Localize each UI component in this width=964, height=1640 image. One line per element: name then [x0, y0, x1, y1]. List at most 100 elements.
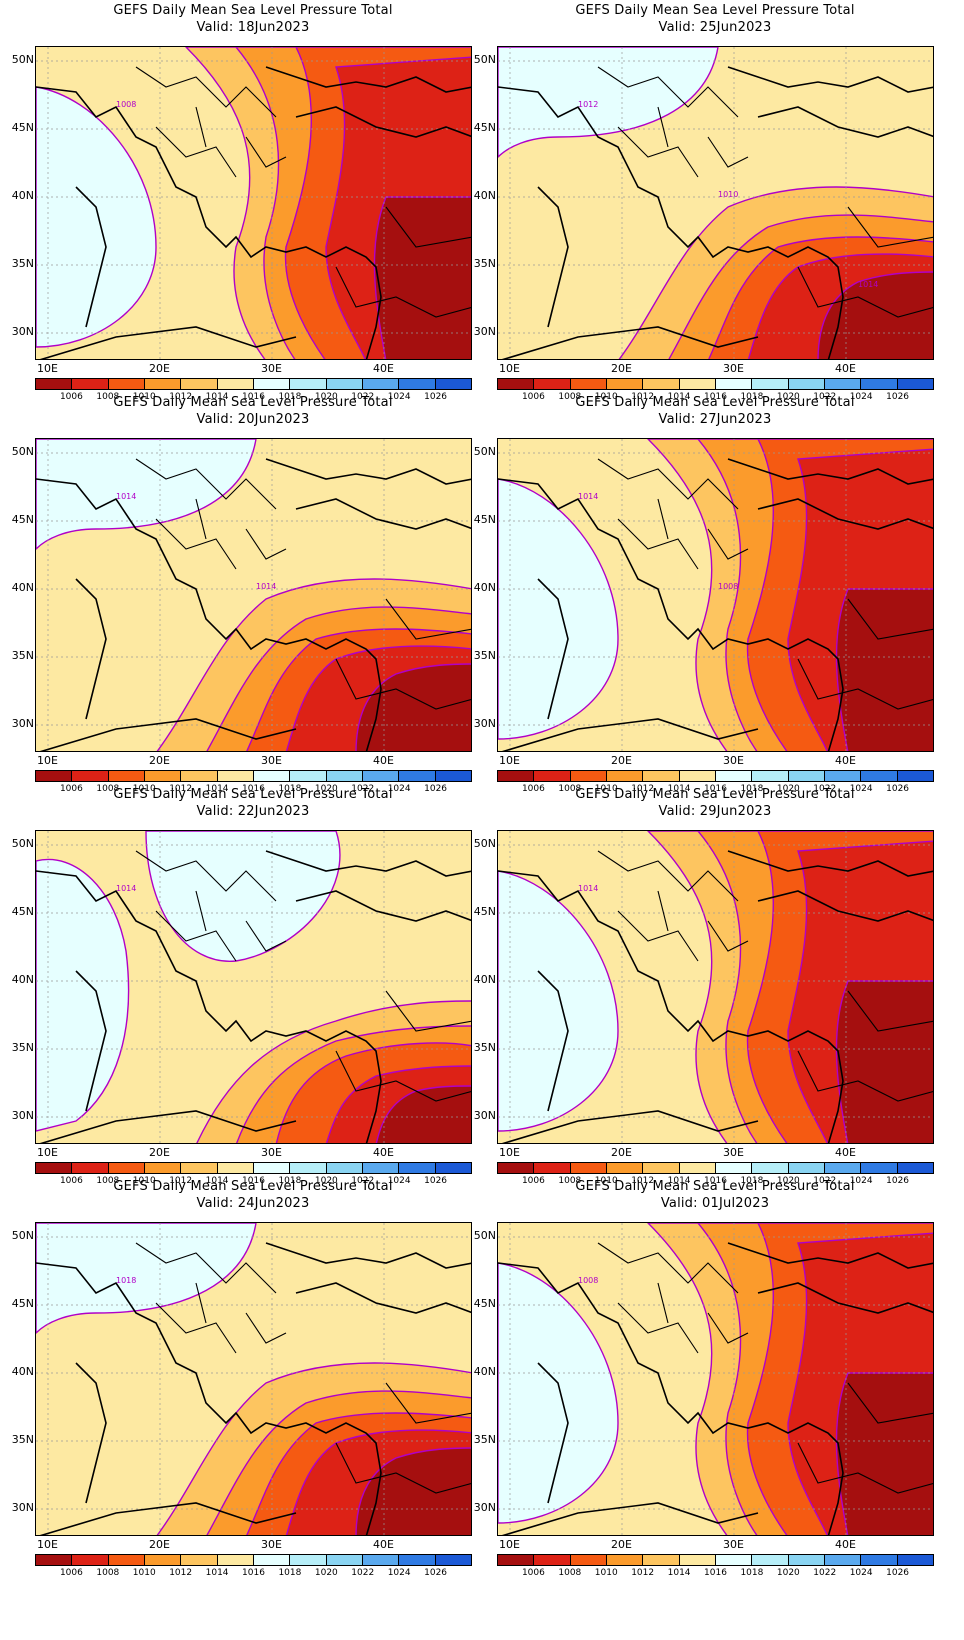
latitude-label: 45N [11, 121, 34, 134]
latitude-label: 40N [473, 973, 496, 986]
longitude-label: 20E [611, 1146, 632, 1159]
pressure-contour-region [835, 1372, 933, 1535]
country-borders [135, 850, 471, 1102]
panel-title: GEFS Daily Mean Sea Level Pressure Total [113, 3, 393, 18]
colorbar-segment [144, 379, 182, 389]
colorbar-label: 1018 [740, 784, 764, 794]
country-borders [597, 1242, 933, 1494]
colorbar-segment [181, 1555, 218, 1565]
colorbar-segment [108, 771, 145, 781]
colorbar [35, 1162, 472, 1174]
colorbar-segment [144, 1163, 182, 1173]
latitude-label: 45N [473, 513, 496, 526]
colorbar-segment [399, 771, 436, 781]
colorbar-label: 1016 [242, 1176, 265, 1186]
colorbar-segment [570, 1163, 607, 1173]
colorbar-label: 1018 [740, 1568, 764, 1578]
country-borders [135, 458, 471, 710]
latitude-label: 35N [473, 1433, 496, 1446]
colorbar-segment [752, 771, 789, 781]
map-panel: GEFS Daily Mean Sea Level Pressure Total… [0, 0, 472, 408]
colorbar-segment [435, 1163, 471, 1173]
pressure-map: 1018 [35, 1222, 472, 1536]
latitude-label: 50N [11, 53, 34, 66]
coastline [498, 1242, 933, 1535]
colorbar-segment [399, 1163, 436, 1173]
colorbar-label: 1026 [424, 1176, 448, 1186]
colorbar-label: 1020 [776, 784, 800, 794]
colorbar-segment [290, 379, 327, 389]
map-canvas: 1012 1010 1014 [498, 47, 933, 359]
country-borders [597, 850, 933, 1102]
colorbar-segment [253, 379, 291, 389]
colorbar-label: 1010 [594, 1568, 618, 1578]
colorbar-segment [606, 379, 644, 389]
colorbar-label: 1014 [667, 1176, 691, 1186]
colorbar [497, 1554, 934, 1566]
colorbar-segment [643, 1555, 680, 1565]
colorbar-label: 1020 [776, 1568, 800, 1578]
panel-valid-date: Valid: 25Jun2023 [658, 20, 772, 35]
colorbar-segment [715, 1555, 753, 1565]
colorbar-label: 1006 [521, 1568, 545, 1578]
colorbar-label: 1006 [521, 392, 545, 402]
colorbar-segment [253, 771, 291, 781]
colorbar-segment [217, 1163, 254, 1173]
pressure-map: 1014 [35, 830, 472, 1144]
colorbar-label: 1008 [96, 784, 120, 794]
colorbar-label: 1014 [205, 392, 229, 402]
pressure-contour-region [355, 663, 471, 751]
longitude-label: 10E [499, 362, 520, 375]
colorbar-segment [72, 1555, 109, 1565]
colorbar-label: 1010 [594, 784, 618, 794]
colorbar-segment [897, 1163, 933, 1173]
latitude-label: 45N [11, 513, 34, 526]
colorbar [497, 378, 934, 390]
colorbar-label: 1024 [849, 392, 873, 402]
colorbar-label: 1026 [424, 784, 448, 794]
coastline [36, 66, 471, 359]
colorbar-segment [824, 1163, 862, 1173]
colorbar-segment [217, 379, 254, 389]
pressure-map: 1014 [497, 830, 934, 1144]
pressure-contour-region [145, 831, 341, 962]
colorbar-segment [788, 1555, 825, 1565]
latitude-label: 35N [11, 1041, 34, 1054]
colorbar-segment [897, 379, 933, 389]
contour-label: 1008 [718, 582, 738, 591]
colorbar-label: 1016 [704, 392, 727, 402]
contour-label: 1014 [578, 492, 598, 501]
longitude-label: 40E [373, 362, 394, 375]
colorbar-segment [144, 771, 182, 781]
country-borders [135, 66, 471, 318]
colorbar-label: 1006 [59, 1176, 83, 1186]
colorbar-label: 1016 [242, 784, 265, 794]
colorbar-segment [217, 771, 254, 781]
colorbar-segment [534, 1555, 571, 1565]
colorbar-segment [570, 379, 607, 389]
colorbar-label: 1006 [59, 784, 83, 794]
latitude-label: 30N [473, 717, 496, 730]
pressure-map: 1012 1010 1014 [497, 46, 934, 360]
colorbar-segment [861, 1555, 898, 1565]
colorbar-label: 1020 [776, 1176, 800, 1186]
colorbar-label: 1006 [521, 1176, 545, 1186]
longitude-label: 20E [149, 362, 170, 375]
colorbar-label: 1024 [849, 1568, 873, 1578]
longitude-label: 40E [373, 1146, 394, 1159]
latitude-label: 40N [473, 581, 496, 594]
colorbar-segment [897, 1555, 933, 1565]
colorbar-segment [534, 1163, 571, 1173]
colorbar-label: 1014 [667, 392, 691, 402]
colorbar-segment [362, 379, 400, 389]
colorbar-label: 1012 [631, 1176, 655, 1186]
colorbar-label: 1010 [594, 392, 618, 402]
colorbar-label: 1022 [351, 784, 375, 794]
colorbar-label: 1024 [387, 392, 411, 402]
colorbar-segment [861, 771, 898, 781]
colorbar-segment [181, 379, 218, 389]
coastline [498, 850, 933, 1143]
latitude-label: 30N [473, 1501, 496, 1514]
colorbar-label: 1012 [169, 784, 193, 794]
colorbar-segment [72, 1163, 109, 1173]
